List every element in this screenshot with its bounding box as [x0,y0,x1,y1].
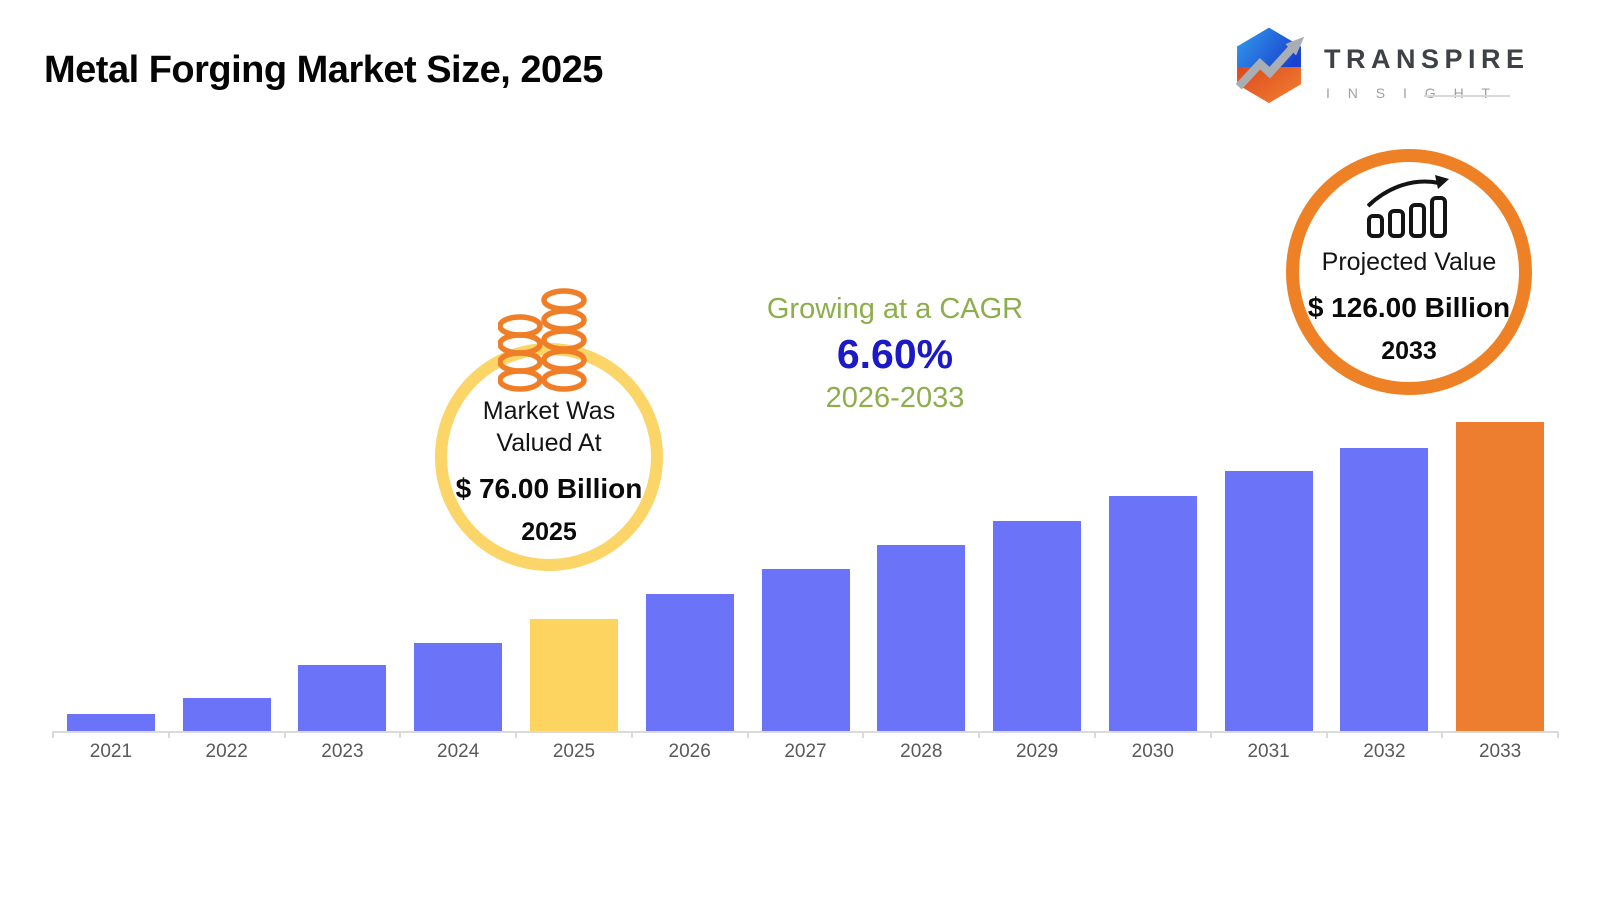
bar-2027 [761,569,850,731]
projected-value-year: 2033 [1381,337,1437,365]
x-axis-label-2028: 2028 [900,741,943,762]
projected-value-circle: Projected Value $ 126.00 Billion 2033 [1286,149,1532,395]
bar-2032 [1340,448,1429,731]
base-value-line2: Valued At [496,429,602,457]
x-axis-tick [1209,731,1212,738]
base-value-year: 2025 [521,518,577,546]
x-axis-tick [1325,731,1328,738]
bar-2021 [66,714,155,731]
cagr-label: Growing at a CAGR [766,293,1024,325]
x-axis-label-2025: 2025 [552,741,596,762]
x-axis-label-2029: 2029 [1015,741,1059,762]
x-axis-tick [1557,731,1559,738]
x-axis-label-2030: 2030 [1131,741,1174,762]
bar-2030 [1108,496,1197,731]
logo-rule [1424,95,1510,97]
growth-chart-icon [1367,175,1449,238]
x-axis-tick [52,731,54,738]
bar-2028 [877,545,966,731]
x-axis-tick [283,731,286,738]
base-value-line1: Market Was [482,397,616,425]
x-axis-label-2023: 2023 [321,741,364,762]
x-axis-tick [399,731,402,738]
projected-value-label: Projected Value [1321,248,1497,276]
bar-2031 [1224,471,1313,731]
x-axis-tick [515,731,518,738]
bar-2033 [1456,422,1545,731]
bar-2024 [414,643,503,731]
projected-value-amount: $ 126.00 Billion [1307,292,1511,323]
x-axis-label-2032: 2032 [1363,741,1406,762]
bar-2026 [645,594,734,731]
transpire-logo-mark-icon [1235,27,1305,104]
x-axis-label-2024: 2024 [437,741,480,762]
x-axis-label-2033: 2033 [1478,741,1522,762]
x-axis-tick [862,731,865,738]
page-title: Metal Forging Market Size, 2025 [44,49,603,91]
base-value-amount: $ 76.00 Billion [455,473,643,504]
bar-plot: 2021 2022 2023 2024 2025 2026 2027 2028 2029 2030… [52,411,1559,762]
bar-2023 [298,665,387,731]
x-axis-tick [630,731,633,738]
x-axis-label-2026: 2026 [668,741,711,762]
bar-2029 [993,521,1081,731]
x-axis-tick [1441,731,1444,738]
x-axis-label-2021: 2021 [89,741,133,762]
x-axis-label-2027: 2027 [784,741,827,762]
x-axis-tick [978,731,981,738]
cagr-value: 6.60% [836,331,954,377]
x-axis-label-2031: 2031 [1247,741,1290,762]
x-axis-tick [746,731,749,738]
bar-2025 [530,619,618,731]
cagr-block: Growing at a CAGR 6.60% 2026-2033 [700,293,1090,415]
cagr-period: 2026-2033 [825,382,965,414]
x-axis-tick [167,731,170,738]
x-axis-label-2022: 2022 [205,741,248,762]
bar-2022 [182,698,271,731]
logo-sub-text: I N S I G H T [1326,85,1497,101]
x-axis-tick [1093,731,1096,738]
coins-icon [498,288,587,392]
logo-brand-text: TRANSPIRE [1324,44,1530,74]
